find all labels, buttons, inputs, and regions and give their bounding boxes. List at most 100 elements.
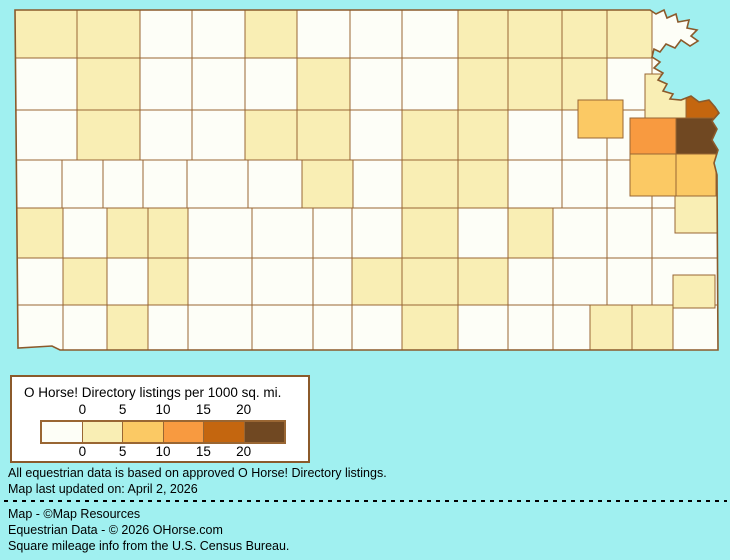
county-cell [507, 109, 563, 161]
county-cell [352, 159, 403, 209]
county-cell [312, 304, 353, 350]
county-cell [15, 10, 78, 59]
county-cell [457, 57, 509, 111]
county-cell [186, 159, 249, 209]
county-cell [401, 57, 459, 111]
legend-swatch [162, 422, 203, 442]
county-cell [457, 304, 509, 350]
county-cell [351, 304, 403, 350]
county-cell [296, 10, 351, 59]
county-miami [675, 153, 717, 197]
dashed-divider [4, 500, 727, 502]
county-cell [139, 10, 193, 59]
data-copyright-text: Equestrian Data - © 2026 OHorse.com [8, 523, 223, 537]
county-cell [552, 304, 591, 350]
county-cell [312, 257, 353, 306]
county-cell [191, 10, 246, 59]
county-east-2 [672, 274, 716, 309]
legend-box: O Horse! Directory listings per 1000 sq.… [10, 375, 310, 463]
county-cell [507, 257, 554, 306]
county-cell [244, 10, 298, 59]
last-updated-text: Map last updated on: April 2, 2026 [8, 482, 198, 496]
legend-swatch [42, 422, 82, 442]
county-cell [62, 304, 108, 350]
county-cell [251, 207, 314, 259]
county-cell [507, 304, 554, 350]
state-outline [14, 8, 721, 351]
county-cell [589, 304, 633, 350]
county-cell [351, 207, 403, 259]
legend-tick-label: 5 [118, 402, 127, 417]
county-johnson [675, 117, 719, 155]
county-cell [142, 159, 188, 209]
county-cell [296, 57, 351, 111]
county-cell [401, 10, 459, 59]
county-cell [651, 10, 719, 59]
county-cell [102, 159, 144, 209]
legend-swatch [81, 422, 122, 442]
county-cell [61, 159, 104, 209]
county-cell [62, 207, 108, 259]
legend-swatch [203, 422, 244, 442]
county-cell [606, 207, 653, 259]
county-cell [106, 304, 149, 350]
county-cell [631, 304, 674, 350]
legend-tick-label: 20 [236, 402, 252, 417]
county-cell [351, 257, 403, 306]
county-cell [251, 304, 314, 350]
county-cell [244, 109, 298, 161]
county-cell [187, 257, 253, 306]
county-cell [191, 109, 246, 161]
county-cell [457, 159, 509, 209]
county-cell [401, 207, 459, 259]
county-douglas [629, 117, 677, 155]
county-cell [296, 109, 351, 161]
county-cell [349, 57, 403, 111]
legend-tick-label: 0 [78, 402, 87, 417]
county-cell [76, 10, 141, 59]
county-cell [106, 207, 149, 259]
county-cell [76, 57, 141, 111]
county-cell [401, 257, 459, 306]
county-cell [457, 257, 509, 306]
county-cell [15, 159, 63, 209]
county-cell [15, 207, 64, 259]
county-franklin [629, 153, 677, 197]
legend-tick-label: 10 [155, 444, 171, 459]
county-cell [507, 159, 563, 209]
county-cell [187, 207, 253, 259]
county-cell [561, 159, 608, 209]
county-cell [191, 57, 246, 111]
legend-title: O Horse! Directory listings per 1000 sq.… [24, 385, 282, 400]
county-cell [606, 10, 653, 59]
county-cell [139, 109, 193, 161]
county-cell [457, 207, 509, 259]
legend-color-ramp [40, 420, 286, 444]
county-cell [401, 159, 459, 209]
county-cell [349, 109, 403, 161]
county-cell [147, 304, 189, 350]
county-cell [507, 57, 563, 111]
county-cell [457, 109, 509, 161]
county-cell [15, 304, 64, 350]
county-cell [561, 10, 608, 59]
legend-tick-label: 20 [236, 444, 252, 459]
census-credit-text: Square mileage info from the U.S. Census… [8, 539, 290, 553]
map-copyright-text: Map - ©Map Resources [8, 507, 141, 521]
county-cell [401, 304, 459, 350]
county-cell [187, 304, 253, 350]
legend-tick-label: 0 [78, 444, 87, 459]
county-cell [15, 257, 64, 306]
county-cell [507, 207, 554, 259]
county-cell [139, 57, 193, 111]
county-cell [312, 207, 353, 259]
legend-swatch [243, 422, 284, 442]
county-cell [552, 257, 608, 306]
county-cell [301, 159, 354, 209]
county-cell [672, 304, 719, 350]
county-leavenworth [644, 73, 688, 119]
county-cell [457, 10, 509, 59]
county-cell [507, 10, 563, 59]
